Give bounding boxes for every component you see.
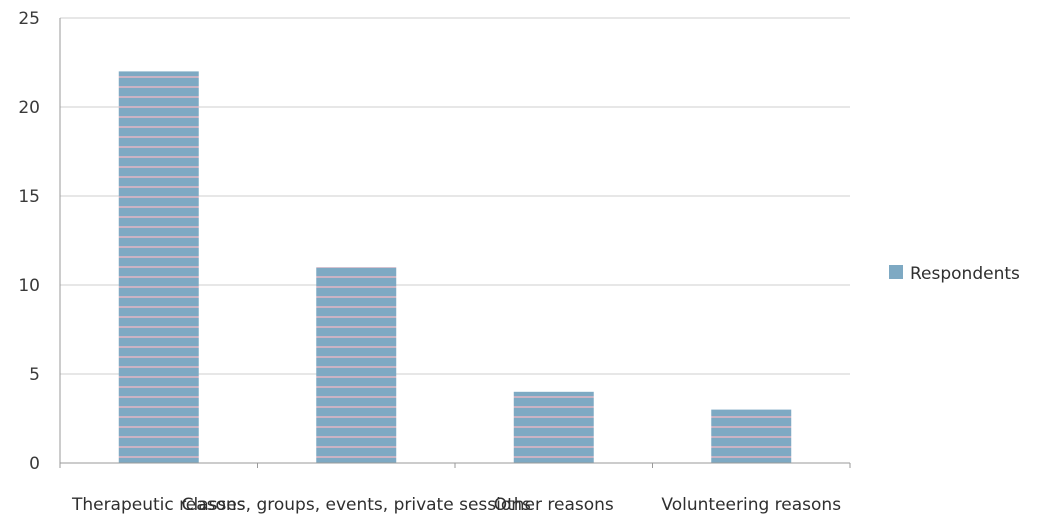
x-category-label: Volunteering reasons bbox=[661, 495, 841, 515]
x-category-label: Classes, groups, events, private session… bbox=[182, 495, 531, 515]
axes bbox=[59, 18, 851, 468]
legend: Respondents bbox=[889, 264, 1020, 284]
bar-4 bbox=[711, 409, 792, 463]
bar-3 bbox=[513, 391, 594, 463]
x-category-label: Other reasons bbox=[494, 495, 614, 515]
y-tick-label: 5 bbox=[29, 365, 40, 385]
bar-2 bbox=[316, 267, 397, 463]
y-tick-label: 10 bbox=[18, 276, 40, 296]
bar-1 bbox=[118, 71, 199, 464]
x-category-label: Therapeutic reasons bbox=[71, 495, 246, 515]
bars bbox=[118, 71, 792, 464]
legend-label: Respondents bbox=[910, 264, 1020, 284]
y-tick-label: 25 bbox=[18, 9, 40, 29]
y-tick-label: 15 bbox=[18, 187, 40, 207]
y-tick-labels: 0 5 10 15 20 25 bbox=[18, 9, 40, 474]
y-tick-label: 20 bbox=[18, 98, 40, 118]
legend-swatch bbox=[889, 265, 903, 279]
y-tick-label: 0 bbox=[29, 454, 40, 474]
